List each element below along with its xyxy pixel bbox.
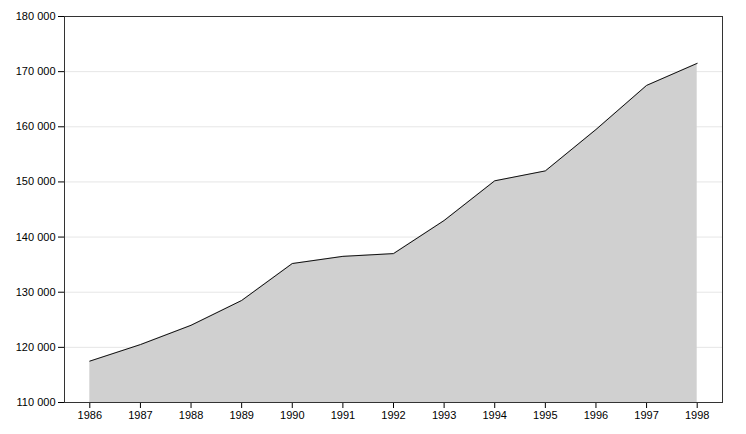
svg-text:120 000: 120 000 <box>16 341 56 353</box>
svg-text:1986: 1986 <box>78 409 102 421</box>
svg-text:130 000: 130 000 <box>16 286 56 298</box>
svg-text:1996: 1996 <box>584 409 608 421</box>
svg-text:1989: 1989 <box>229 409 253 421</box>
svg-text:1998: 1998 <box>685 409 709 421</box>
svg-text:150 000: 150 000 <box>16 175 56 187</box>
svg-text:1988: 1988 <box>179 409 203 421</box>
svg-text:1994: 1994 <box>482 409 506 421</box>
svg-text:170 000: 170 000 <box>16 65 56 77</box>
svg-text:1997: 1997 <box>634 409 658 421</box>
svg-text:1991: 1991 <box>331 409 355 421</box>
svg-text:160 000: 160 000 <box>16 120 56 132</box>
svg-text:110 000: 110 000 <box>17 396 56 408</box>
svg-text:1993: 1993 <box>432 409 456 421</box>
svg-text:140 000: 140 000 <box>16 231 56 243</box>
svg-text:1990: 1990 <box>280 409 304 421</box>
svg-text:180 000: 180 000 <box>16 10 56 22</box>
svg-text:1992: 1992 <box>381 409 405 421</box>
svg-text:1987: 1987 <box>128 409 152 421</box>
svg-text:1995: 1995 <box>533 409 557 421</box>
